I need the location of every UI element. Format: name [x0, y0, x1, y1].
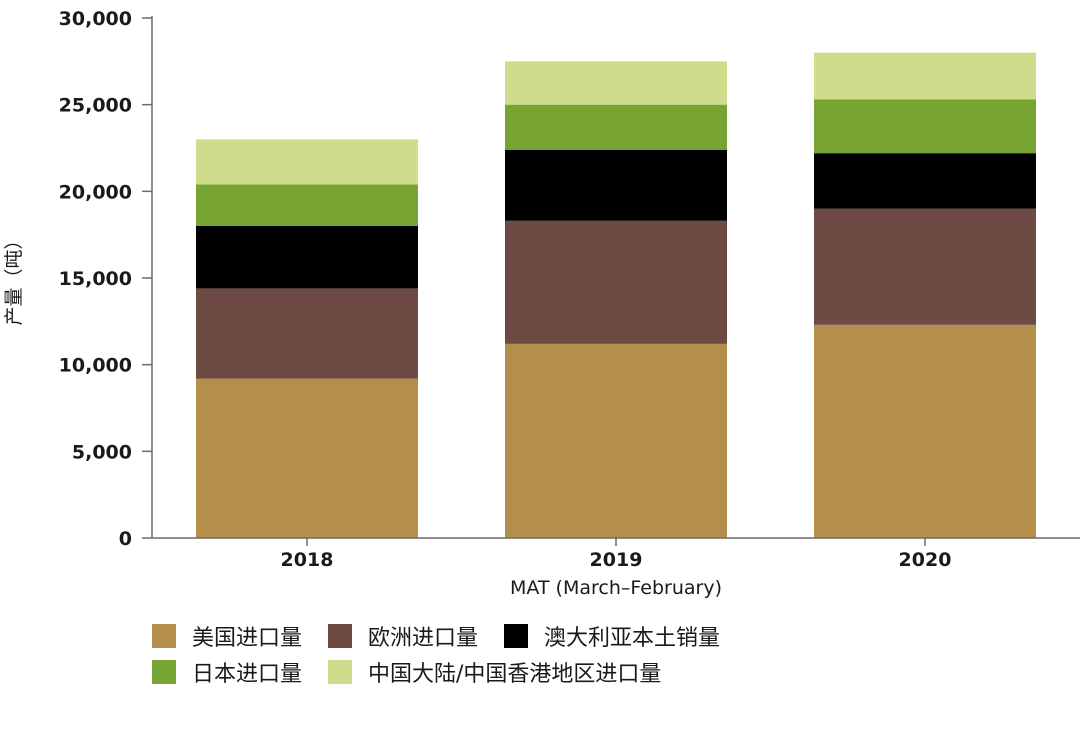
- legend-label-japan-imports: 日本进口量: [192, 662, 303, 687]
- x-axis-ticks: 2018 2019 2020: [281, 538, 952, 571]
- legend-item-us-imports: 美国进口量: [152, 620, 302, 652]
- bar-2020-japan-imports: [814, 99, 1036, 154]
- bar-2018-australia-domestic: [196, 226, 418, 289]
- y-tick-label: 25,000: [59, 95, 132, 117]
- bar-2018-us-imports: [196, 378, 418, 538]
- x-axis-title: MAT (March–February): [510, 577, 722, 599]
- stacked-bar-chart: 0 5,000 10,000 15,000 20,000 25,000 30,000 201…: [3, 8, 1080, 599]
- legend-label-china-hk-imports: 中国大陆/中国香港地区进口量: [368, 662, 662, 687]
- bar-2020-europe-imports: [814, 208, 1036, 325]
- bar-2019-europe-imports: [505, 220, 727, 344]
- x-tick-label-2018: 2018: [281, 549, 334, 571]
- bar-2019-japan-imports: [505, 104, 727, 150]
- y-axis-title: 产量（吨）: [3, 230, 25, 325]
- bar-2020-australia-domestic: [814, 153, 1036, 209]
- legend: 美国进口量 欧洲进口量 澳大利亚本土销量 日本进口量 中国大陆/中国香港地区进口…: [152, 618, 1032, 690]
- bar-2018-japan-imports: [196, 184, 418, 226]
- legend-swatch-us-imports: [152, 624, 176, 648]
- bar-2018-europe-imports: [196, 288, 418, 379]
- x-tick-label-2019: 2019: [590, 549, 643, 571]
- legend-label-australia-domestic: 澳大利亚本土销量: [544, 626, 721, 651]
- y-axis-ticks: 0 5,000 10,000 15,000 20,000 25,000 30,000: [59, 8, 152, 550]
- legend-item-china-hk-imports: 中国大陆/中国香港地区进口量: [328, 656, 661, 688]
- bar-2020-china-hk-imports: [814, 52, 1036, 100]
- legend-swatch-australia-domestic: [504, 624, 529, 648]
- bars: [196, 52, 1036, 538]
- bar-2018-china-hk-imports: [196, 139, 418, 185]
- bar-2019-china-hk-imports: [505, 61, 727, 105]
- bar-2020-us-imports: [814, 324, 1036, 538]
- y-tick-label: 5,000: [72, 441, 132, 463]
- legend-item-australia-domestic: 澳大利亚本土销量: [504, 620, 720, 652]
- legend-row-2: 日本进口量 中国大陆/中国香港地区进口量: [152, 654, 1032, 690]
- legend-swatch-europe-imports: [328, 624, 353, 648]
- y-tick-label: 30,000: [59, 8, 132, 30]
- y-tick-label: 10,000: [59, 355, 132, 377]
- legend-swatch-china-hk-imports: [328, 660, 353, 684]
- legend-swatch-japan-imports: [152, 660, 176, 684]
- bar-2019-us-imports: [505, 343, 727, 538]
- bar-2019-australia-domestic: [505, 149, 727, 221]
- legend-row-1: 美国进口量 欧洲进口量 澳大利亚本土销量: [152, 618, 1032, 654]
- legend-label-europe-imports: 欧洲进口量: [368, 626, 479, 651]
- legend-item-europe-imports: 欧洲进口量: [328, 620, 478, 652]
- x-tick-label-2020: 2020: [899, 549, 952, 571]
- y-tick-label: 20,000: [59, 181, 132, 203]
- legend-item-japan-imports: 日本进口量: [152, 656, 302, 688]
- y-tick-label: 15,000: [59, 268, 132, 290]
- y-tick-label: 0: [119, 528, 132, 550]
- legend-label-us-imports: 美国进口量: [192, 626, 303, 651]
